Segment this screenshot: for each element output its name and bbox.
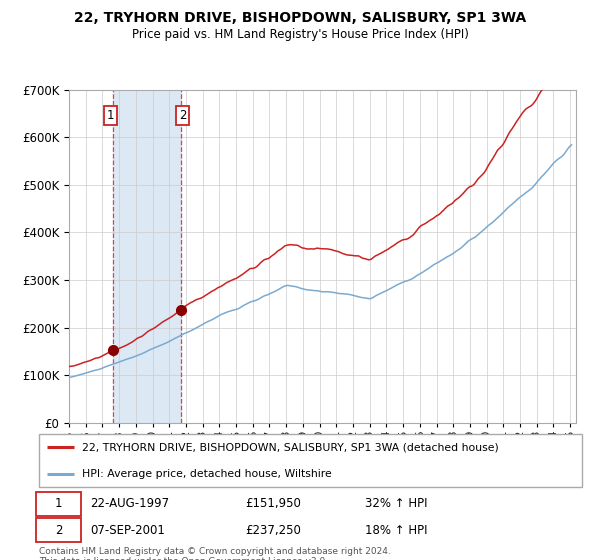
Text: 1: 1 [55,497,62,510]
Text: £237,250: £237,250 [245,524,301,536]
FancyBboxPatch shape [39,434,582,487]
Text: Contains HM Land Registry data © Crown copyright and database right 2024.
This d: Contains HM Land Registry data © Crown c… [39,547,391,560]
Bar [113,90,181,423]
Text: 1: 1 [107,109,115,122]
Text: 2: 2 [179,109,186,122]
Text: HPI: Average price, detached house, Wiltshire: HPI: Average price, detached house, Wilt… [82,469,332,479]
Bar [570,90,577,423]
FancyBboxPatch shape [36,492,81,516]
Text: Price paid vs. HM Land Registry's House Price Index (HPI): Price paid vs. HM Land Registry's House … [131,28,469,41]
Text: 22, TRYHORN DRIVE, BISHOPDOWN, SALISBURY, SP1 3WA (detached house): 22, TRYHORN DRIVE, BISHOPDOWN, SALISBURY… [82,442,499,452]
FancyBboxPatch shape [36,518,81,542]
Text: 22, TRYHORN DRIVE, BISHOPDOWN, SALISBURY, SP1 3WA: 22, TRYHORN DRIVE, BISHOPDOWN, SALISBURY… [74,11,526,25]
Text: 18% ↑ HPI: 18% ↑ HPI [365,524,427,536]
Text: 22-AUG-1997: 22-AUG-1997 [91,497,170,510]
Text: £151,950: £151,950 [245,497,301,510]
Text: 2: 2 [55,524,62,536]
Text: 32% ↑ HPI: 32% ↑ HPI [365,497,427,510]
Text: 07-SEP-2001: 07-SEP-2001 [91,524,166,536]
